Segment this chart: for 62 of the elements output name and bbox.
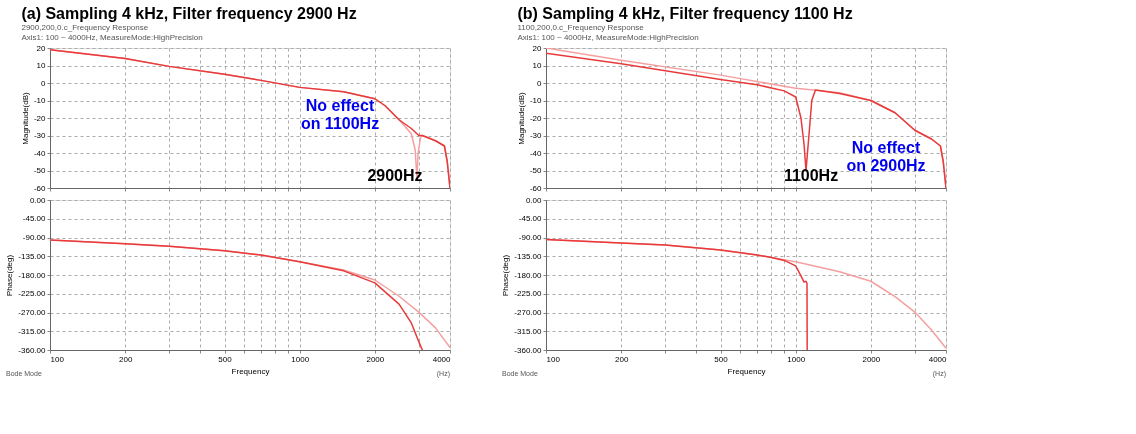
x-tick-label: 500 — [714, 354, 729, 364]
y-axis-title: Magnitude(dB) — [20, 91, 30, 145]
x-axis-title: Frequency — [231, 366, 270, 376]
y-tick-label: -180.00 — [514, 270, 543, 280]
y-tick-label: 20 — [532, 43, 543, 53]
x-tick-label: 2000 — [862, 354, 881, 364]
x-tick-label: 500 — [218, 354, 233, 364]
y-axis-title: Phase(deg) — [501, 254, 511, 297]
y-tick-label: -270.00 — [514, 308, 543, 317]
y-tick-label: -225.00 — [514, 289, 543, 299]
y-tick-label: 0.00 — [525, 195, 543, 205]
x-tick-label: 1000 — [291, 354, 310, 364]
y-tick-label: -315.00 — [514, 326, 543, 336]
x-tick-label: 200 — [614, 354, 629, 364]
y-tick-label: -30 — [33, 131, 47, 140]
y-tick-label: -360.00 — [514, 345, 543, 355]
x-tick-label: 100 — [546, 354, 561, 364]
y-tick-label: -20 — [529, 113, 543, 123]
y-tick-label: -180.00 — [18, 270, 47, 280]
chart-subtitle: 2900,200,0.c_Frequency Response Axis1: 100 ~ 4000Hz, MeasureMode:HighPrecision — [21, 23, 203, 42]
y-tick-label: 10 — [36, 61, 47, 70]
y-tick-label: -20 — [33, 113, 47, 123]
y-tick-label: 0 — [537, 78, 543, 88]
chart-subtitle: 1100,200,0.c_Frequency Response Axis1: 100 ~ 4000Hz, MeasureMode:HighPrecision — [517, 23, 699, 42]
y-tick-label: 0 — [41, 78, 47, 88]
y-tick-label: -360.00 — [18, 345, 47, 355]
y-axis-title: Phase(deg) — [5, 254, 15, 297]
x-axis-title: Frequency — [727, 366, 766, 376]
x-tick-label: 2000 — [366, 354, 385, 364]
x-tick-label: 4000 — [432, 354, 452, 364]
y-tick-label: -10 — [33, 96, 47, 105]
y-tick-label: 20 — [36, 43, 47, 53]
chart-title: (a) Sampling 4 kHz, Filter frequency 2900 Hz — [21, 5, 357, 22]
x-tick-label: 100 — [50, 354, 65, 364]
y-tick-label: -50 — [529, 166, 543, 175]
y-tick-label: -40 — [529, 148, 543, 158]
y-tick-label: -135.00 — [514, 251, 543, 261]
y-tick-label: -45.00 — [518, 214, 543, 224]
x-tick-label: 1000 — [787, 354, 806, 364]
y-tick-label: -270.00 — [18, 308, 47, 317]
y-tick-label: -225.00 — [18, 289, 47, 299]
x-tick-label: 4000 — [928, 354, 948, 364]
y-tick-label: -50 — [33, 166, 47, 175]
y-tick-label: -315.00 — [18, 326, 47, 336]
annotation: 2900Hz — [367, 167, 423, 184]
annotation: No effect on 1100Hz — [300, 97, 380, 132]
y-tick-label: -90.00 — [22, 233, 47, 242]
annotation: No effect on 2900Hz — [846, 139, 926, 174]
y-tick-label: -60 — [529, 183, 543, 193]
y-tick-label: -40 — [33, 148, 47, 158]
x-tick-label: 200 — [118, 354, 133, 364]
annotation: 1100Hz — [783, 167, 839, 184]
chart-title: (b) Sampling 4 kHz, Filter frequency 1100 Hz — [517, 5, 853, 22]
y-tick-label: -45.00 — [22, 214, 47, 224]
y-tick-label: -135.00 — [18, 251, 47, 261]
y-tick-label: -90.00 — [518, 233, 543, 242]
y-tick-label: -30 — [529, 131, 543, 140]
y-tick-label: 10 — [532, 61, 543, 70]
y-tick-label: 0.00 — [29, 195, 47, 205]
y-tick-label: -60 — [33, 183, 47, 193]
y-axis-title: Magnitude(dB) — [516, 91, 526, 145]
y-tick-label: -10 — [529, 96, 543, 105]
